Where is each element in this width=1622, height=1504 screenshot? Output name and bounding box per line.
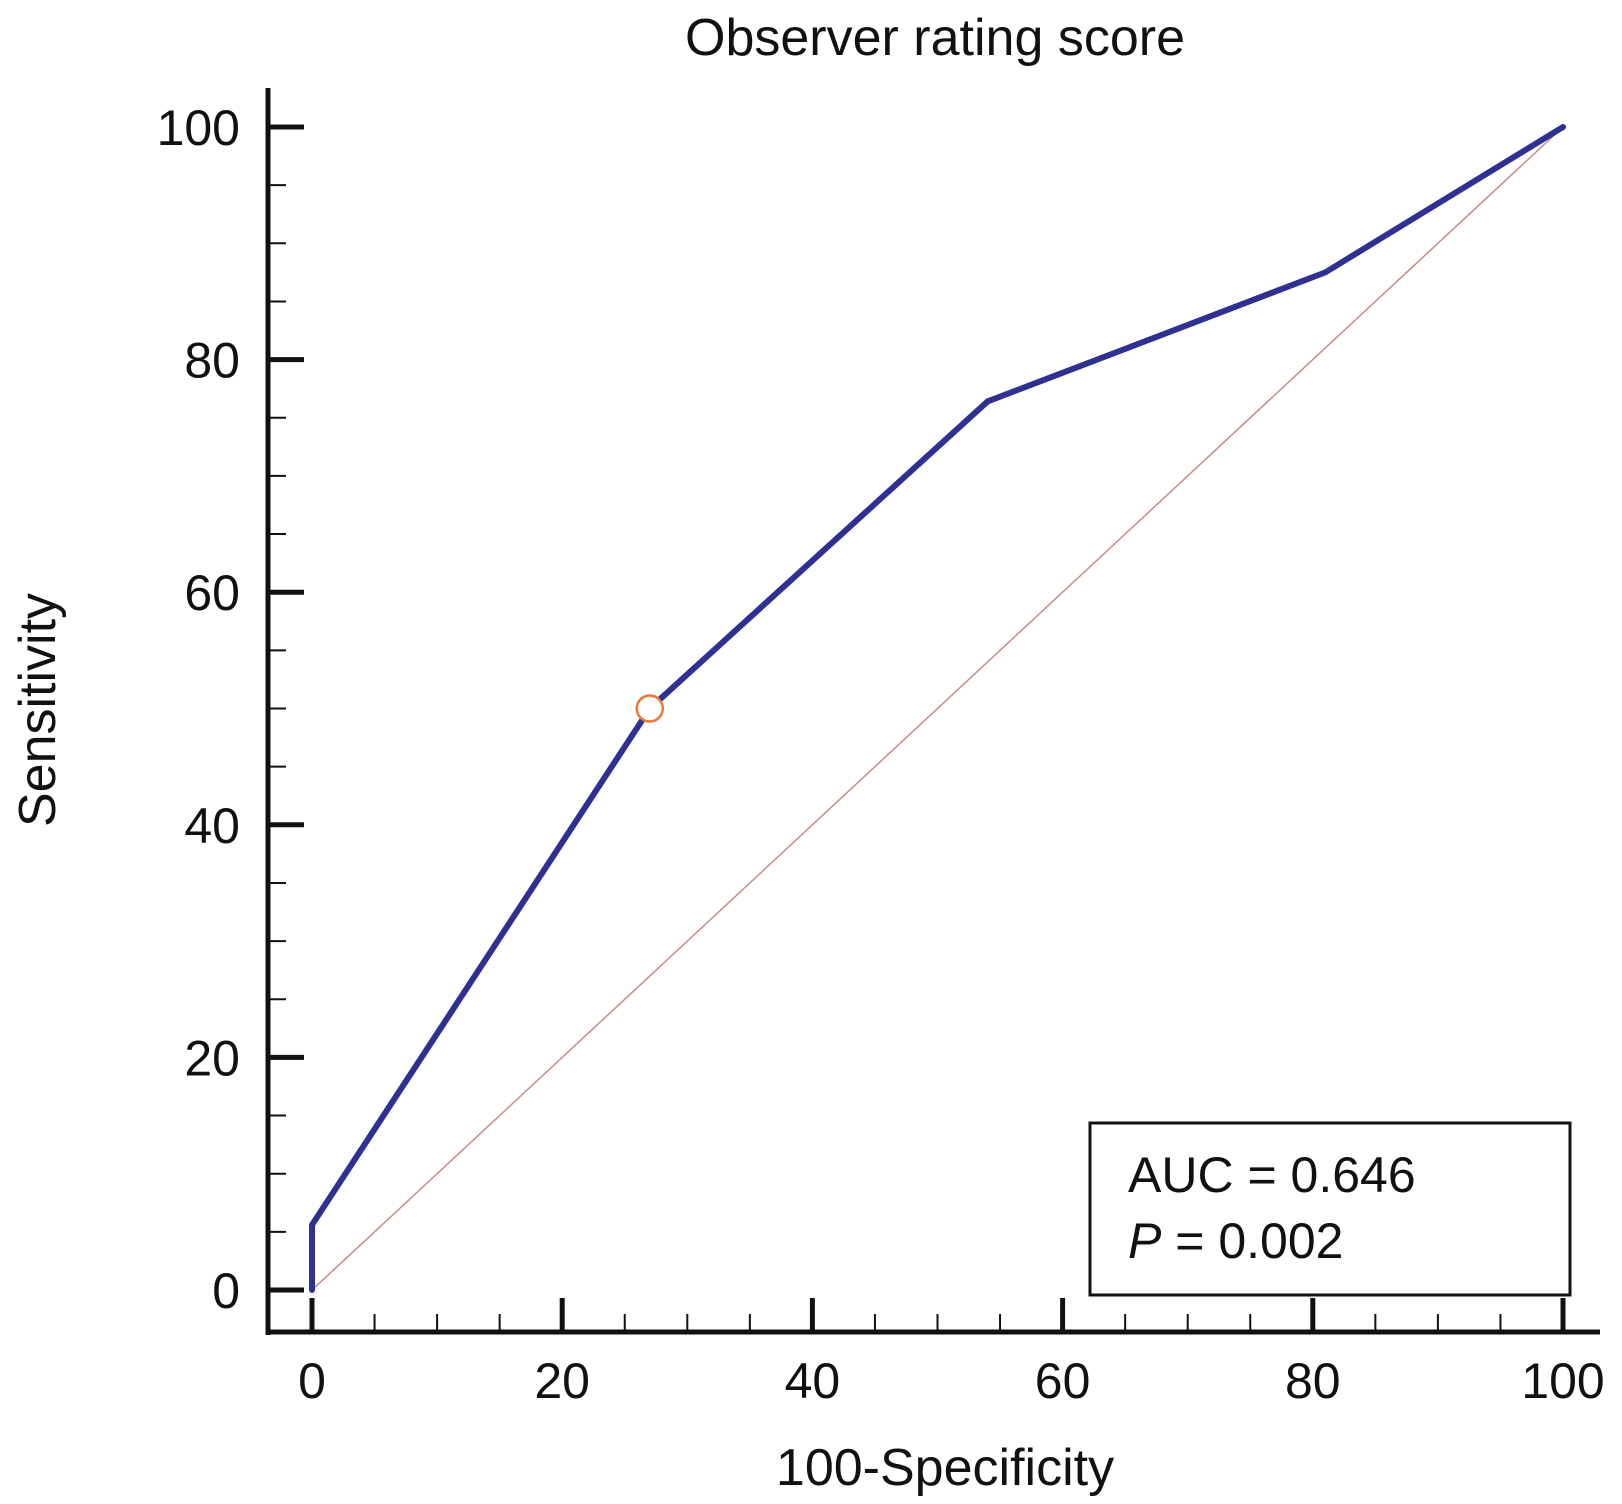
y-tick-label: 80 — [184, 333, 240, 389]
auc-label: AUC = 0.646 — [1128, 1147, 1416, 1203]
optimal-cutoff-marker — [635, 694, 665, 723]
y-tick-label: 100 — [157, 100, 240, 156]
x-tick-label: 0 — [298, 1353, 326, 1409]
roc-curve-line — [309, 124, 1566, 1293]
x-tick-label: 20 — [534, 1353, 590, 1409]
reference-diagonal-line — [311, 126, 1564, 1291]
y-tick-label: 20 — [184, 1030, 240, 1086]
y-axis-title: Sensitivity — [9, 593, 67, 827]
y-tick-label: 0 — [212, 1263, 240, 1319]
x-tick-label: 60 — [1035, 1353, 1091, 1409]
series-layer — [309, 124, 1566, 1293]
p-value: = 0.002 — [1161, 1213, 1343, 1269]
p-symbol: P — [1128, 1213, 1162, 1269]
chart-title: Observer rating score — [685, 9, 1185, 67]
y-tick-label: 40 — [184, 798, 240, 854]
x-tick-label: 100 — [1521, 1353, 1604, 1409]
x-tick-label: 40 — [785, 1353, 841, 1409]
p-value-label: P = 0.002 — [1128, 1213, 1343, 1269]
x-axis-title: 100-Specificity — [776, 1439, 1114, 1497]
legend-frame — [1088, 1121, 1572, 1297]
y-tick-label: 60 — [184, 565, 240, 621]
tick-layer: 0 20 40 60 80 100 0 20 40 60 80 100 — [157, 100, 1605, 1409]
legend-box: AUC = 0.646 P = 0.002 — [1088, 1121, 1572, 1297]
x-tick-label: 80 — [1285, 1353, 1341, 1409]
